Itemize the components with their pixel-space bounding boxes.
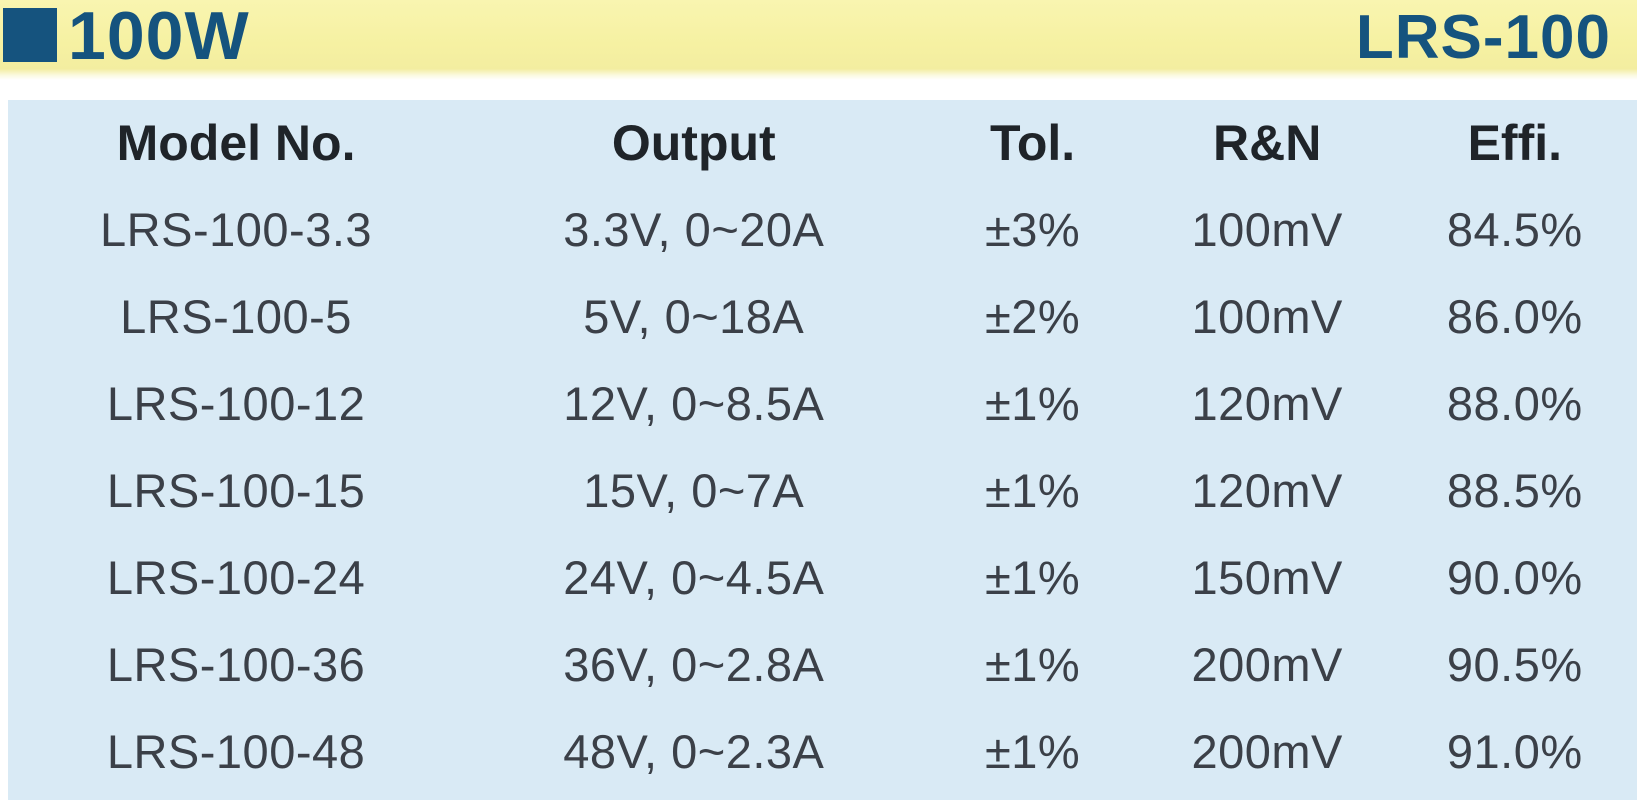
- table-cell: ±1%: [985, 725, 1081, 778]
- table-row: LRS-100-12 12V, 0~8.5A ±1% 120mV 88.0%: [8, 360, 1637, 447]
- column-header: Effi.: [1467, 115, 1563, 171]
- table-cell: ±1%: [985, 551, 1081, 604]
- series-title: LRS-100: [1355, 3, 1611, 72]
- table-cell: 5V, 0~18A: [583, 290, 805, 343]
- table-cell: 15V, 0~7A: [583, 464, 805, 517]
- table-cell: 90.0%: [1446, 551, 1583, 604]
- table-body: LRS-100-3.3 3.3V, 0~20A ±3% 100mV 84.5% LRS-1…: [8, 186, 1637, 795]
- table-cell: LRS-100-15: [106, 464, 366, 517]
- table-cell: ±1%: [985, 638, 1081, 691]
- table-row: LRS-100-48 48V, 0~2.3A ±1% 200mV 91.0%: [8, 708, 1637, 795]
- table-header-row: Model No. Output Tol. R&N Effi.: [8, 100, 1637, 186]
- spec-table-panel: Model No. Output Tol. R&N Effi. LRS-100-3.3 3…: [8, 100, 1637, 800]
- table-cell: 120mV: [1191, 464, 1343, 517]
- table-cell: LRS-100-36: [106, 638, 366, 691]
- table-row: LRS-100-24 24V, 0~4.5A ±1% 150mV 90.0%: [8, 534, 1637, 621]
- table-cell: 36V, 0~2.8A: [563, 638, 825, 691]
- table-cell: LRS-100-24: [106, 551, 366, 604]
- table-cell: 100mV: [1191, 203, 1343, 256]
- wattage-title: 100W: [68, 0, 250, 74]
- table-cell: LRS-100-5: [120, 290, 352, 343]
- table-cell: 12V, 0~8.5A: [563, 377, 825, 430]
- table-cell: LRS-100-3.3: [100, 203, 373, 256]
- table-row: LRS-100-5 5V, 0~18A ±2% 100mV 86.0%: [8, 273, 1637, 360]
- column-header: Model No.: [116, 115, 356, 171]
- table-cell: 88.5%: [1446, 464, 1583, 517]
- section-header-band: 100W LRS-100: [0, 0, 1637, 80]
- table-cell: 24V, 0~4.5A: [563, 551, 825, 604]
- table-cell: 48V, 0~2.3A: [563, 725, 825, 778]
- section-bullet-icon: [3, 8, 57, 62]
- column-header: Tol.: [990, 115, 1076, 171]
- table-cell: ±1%: [985, 377, 1081, 430]
- table-row: LRS-100-15 15V, 0~7A ±1% 120mV 88.5%: [8, 447, 1637, 534]
- table-cell: 86.0%: [1446, 290, 1583, 343]
- column-header: R&N: [1213, 115, 1322, 171]
- table-cell: ±3%: [985, 203, 1081, 256]
- table-cell: 100mV: [1191, 290, 1343, 343]
- table-cell: 120mV: [1191, 377, 1343, 430]
- table-cell: 200mV: [1191, 725, 1343, 778]
- table-row: LRS-100-36 36V, 0~2.8A ±1% 200mV 90.5%: [8, 621, 1637, 708]
- table-cell: 84.5%: [1446, 203, 1583, 256]
- table-row: LRS-100-3.3 3.3V, 0~20A ±3% 100mV 84.5%: [8, 186, 1637, 273]
- table-cell: 91.0%: [1446, 725, 1583, 778]
- table-cell: 88.0%: [1446, 377, 1583, 430]
- table-cell: 90.5%: [1446, 638, 1583, 691]
- table-cell: 200mV: [1191, 638, 1343, 691]
- table-cell: 150mV: [1191, 551, 1343, 604]
- column-header: Output: [611, 115, 776, 171]
- table-cell: ±2%: [985, 290, 1081, 343]
- table-cell: LRS-100-12: [106, 377, 366, 430]
- table-cell: 3.3V, 0~20A: [563, 203, 825, 256]
- table-cell: LRS-100-48: [106, 725, 366, 778]
- table-cell: ±1%: [985, 464, 1081, 517]
